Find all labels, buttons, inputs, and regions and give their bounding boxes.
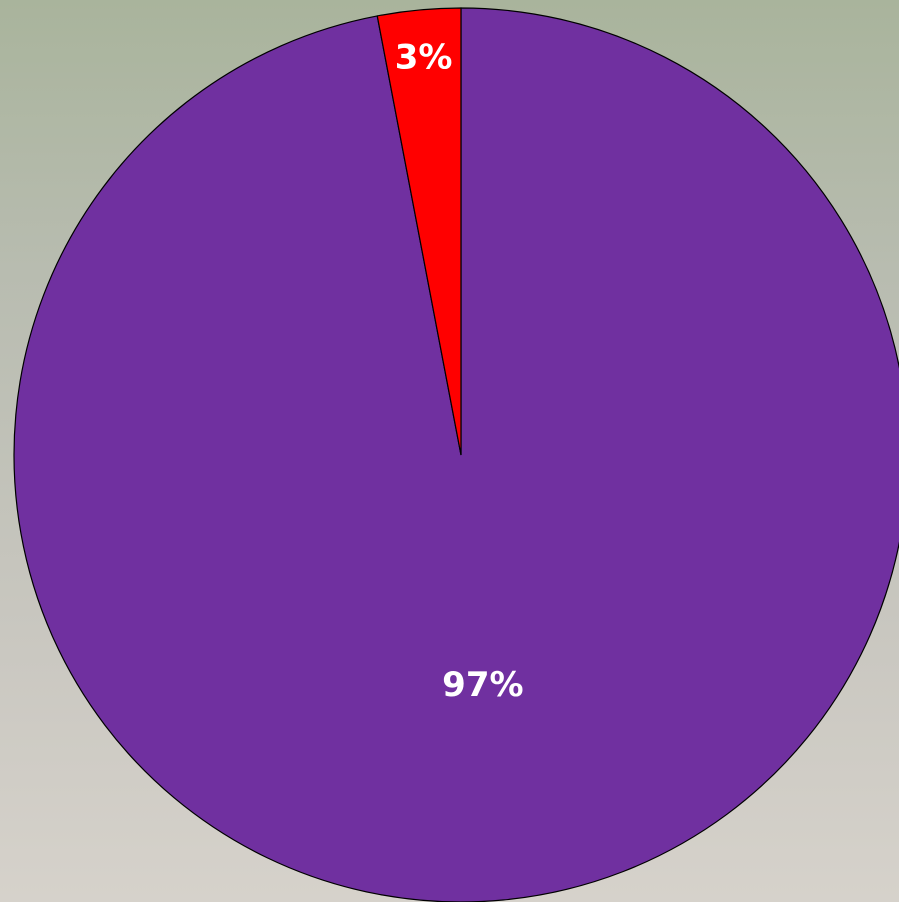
pie: 97% 3% [13, 7, 899, 902]
pie-slice [376, 7, 462, 456]
pie-slice [13, 7, 899, 902]
data-label: 97% [442, 665, 523, 705]
data-label: 3% [395, 37, 453, 77]
